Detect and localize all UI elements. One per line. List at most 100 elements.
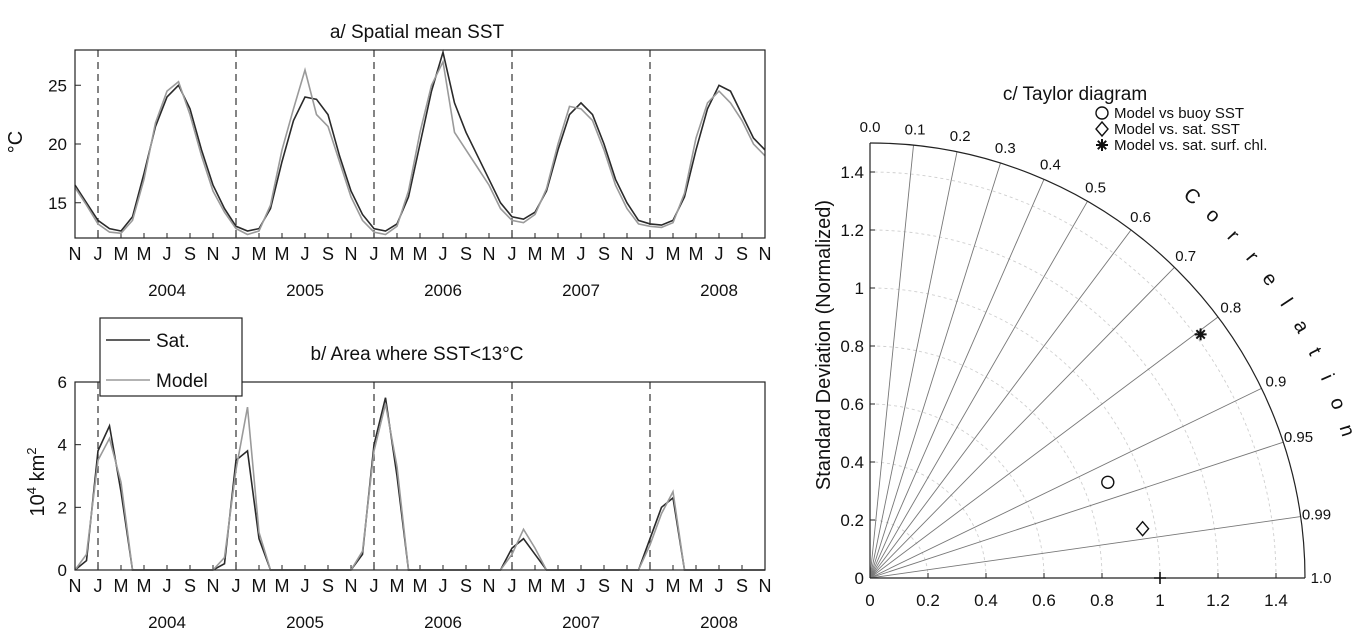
panel-b-month-label: J xyxy=(715,576,724,596)
corr-tick-label: 0.1 xyxy=(905,121,926,138)
x-tick-label: 1.2 xyxy=(1206,591,1230,610)
panel-b-month-label: S xyxy=(736,576,748,596)
taylor-point-diamond xyxy=(1135,520,1150,537)
panel-a-month-label: M xyxy=(275,244,290,264)
panel-a-frame xyxy=(74,49,766,239)
corr-tick-label: 0.3 xyxy=(995,140,1016,157)
panel-a-month-label: J xyxy=(370,244,379,264)
correlation-label-glyph: l xyxy=(1276,295,1297,311)
panel-b-month-label: S xyxy=(322,576,334,596)
panel-a-month-label: M xyxy=(390,244,405,264)
panel-b-month-label: J xyxy=(301,576,310,596)
panel-a-month-label: M xyxy=(114,244,129,264)
panel-b-month-label: S xyxy=(598,576,610,596)
x-tick-label: 0.6 xyxy=(1032,591,1056,610)
corr-line xyxy=(869,266,1175,579)
corr-tick-label: 0.95 xyxy=(1284,429,1313,446)
panel-a-month-label: J xyxy=(646,244,655,264)
taylor-point-star xyxy=(1194,328,1207,341)
std-arc xyxy=(869,287,1161,579)
corr-line xyxy=(869,516,1301,579)
corr-line xyxy=(869,229,1132,579)
panel-b-month-label: J xyxy=(370,576,379,596)
panel-a-month-label: S xyxy=(598,244,610,264)
panel-b-year-label: 2007 xyxy=(562,613,600,632)
panel-c-ylabel: Standard Deviation (Normalized) xyxy=(813,200,835,490)
panel-a-ytick-label: 15 xyxy=(48,194,67,213)
corr-tick-label: 0.4 xyxy=(1040,157,1061,174)
y-tick-label: 1.4 xyxy=(840,163,864,182)
x-tick-label: 0.8 xyxy=(1090,591,1114,610)
panel-b-month-label: N xyxy=(207,576,220,596)
x-tick-label: 0.4 xyxy=(974,591,998,610)
panel-b-series-model xyxy=(74,403,765,571)
corr-tick-label: 0.8 xyxy=(1220,299,1241,316)
corr-tick-label: 0.0 xyxy=(860,119,881,136)
y-tick-label: 0.8 xyxy=(840,337,864,356)
panel-b-ytick-label: 6 xyxy=(58,373,67,392)
panel-a-ytick-label: 20 xyxy=(48,135,67,154)
corr-line xyxy=(869,441,1284,579)
corr-tick-label: 0.2 xyxy=(950,128,971,145)
panel-c-taylor-diagram: c/ Taylor diagram Standard Deviation (No… xyxy=(813,84,1359,610)
panel-b-month-label: M xyxy=(114,576,129,596)
correlation-label-glyph: t xyxy=(1304,344,1326,359)
panel-a-title: a/ Spatial mean SST xyxy=(330,22,505,43)
panel-b-month-label: M xyxy=(275,576,290,596)
panel-b-month-label: J xyxy=(439,576,448,596)
legend-sat-label: Sat. xyxy=(156,331,190,352)
panel-a-month-label: N xyxy=(207,244,220,264)
correlation-label-glyph: C xyxy=(1179,184,1204,210)
panel-a-year-label: 2006 xyxy=(424,281,462,300)
panel-a-month-label: J xyxy=(232,244,241,264)
correlation-label-glyph: i xyxy=(1316,371,1338,384)
panel-a-month-label: M xyxy=(551,244,566,264)
panel-b-ytick-label: 0 xyxy=(58,561,67,580)
panel-b-ylabel: 104 km2 xyxy=(24,448,49,517)
panel-a-month-label: J xyxy=(163,244,172,264)
panel-b-frame xyxy=(74,381,766,571)
panel-b-month-label: M xyxy=(689,576,704,596)
panel-b-month-label: M xyxy=(666,576,681,596)
panel-b-month-label: J xyxy=(646,576,655,596)
panel-b-year-label: 2004 xyxy=(148,613,186,632)
panel-b-month-label: J xyxy=(508,576,517,596)
corr-line xyxy=(869,387,1262,579)
legend-label: Model vs. sat. SST xyxy=(1114,121,1240,138)
panel-a-month-label: N xyxy=(345,244,358,264)
legend-label: Model vs. sat. surf. chl. xyxy=(1114,137,1267,154)
corr-line xyxy=(869,201,1088,579)
panel-a-month-label: M xyxy=(666,244,681,264)
legend-model-label: Model xyxy=(156,371,208,392)
panel-a-month-label: J xyxy=(301,244,310,264)
panel-b-month-label: M xyxy=(137,576,152,596)
corr-line xyxy=(869,179,1045,579)
panel-b-legend: Sat. Model xyxy=(99,317,243,397)
panel-a-month-label: N xyxy=(759,244,772,264)
panel-b-month-label: M xyxy=(390,576,405,596)
correlation-label-glyph: e xyxy=(1257,268,1281,290)
panel-a-month-label: S xyxy=(322,244,334,264)
panel-b-month-label: J xyxy=(232,576,241,596)
y-tick-label: 1 xyxy=(855,279,864,298)
panel-a-month-label: J xyxy=(508,244,517,264)
x-tick-label: 0 xyxy=(865,591,874,610)
panel-b-month-label: S xyxy=(460,576,472,596)
panel-a-month-label: M xyxy=(528,244,543,264)
reference-point xyxy=(1154,572,1166,584)
panel-c-title: c/ Taylor diagram xyxy=(1003,84,1147,105)
corr-line xyxy=(869,316,1219,579)
panel-a-month-label: M xyxy=(689,244,704,264)
panel-b-month-label: J xyxy=(163,576,172,596)
panel-a-month-label: N xyxy=(483,244,496,264)
panel-b-year-label: 2005 xyxy=(286,613,324,632)
panel-a-year-label: 2005 xyxy=(286,281,324,300)
std-arc xyxy=(869,171,1277,579)
legend-box xyxy=(99,317,243,397)
panel-a-month-label: N xyxy=(69,244,82,264)
panel-a-month-label: J xyxy=(715,244,724,264)
corr-line xyxy=(869,151,958,579)
